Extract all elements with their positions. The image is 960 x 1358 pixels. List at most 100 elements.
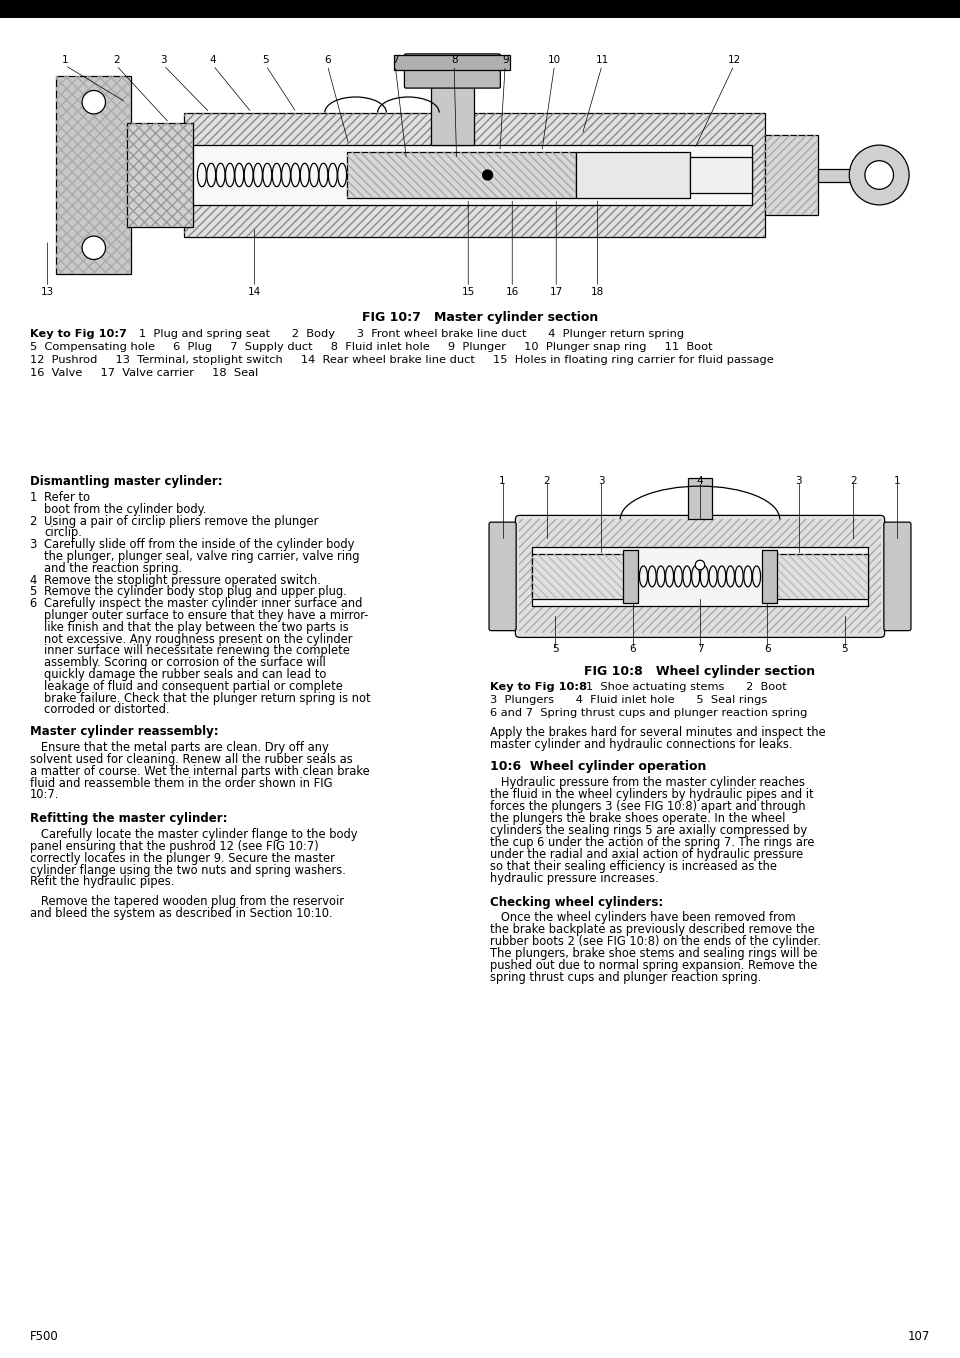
Bar	[532, 554, 629, 599]
Bar	[57, 76, 132, 274]
Circle shape	[695, 561, 705, 570]
Text: 7: 7	[392, 56, 398, 65]
Circle shape	[83, 91, 106, 114]
Text: FIG 10:7   Master cylinder section: FIG 10:7 Master cylinder section	[362, 311, 598, 325]
Bar	[127, 124, 193, 227]
Text: 1: 1	[894, 475, 900, 486]
FancyBboxPatch shape	[884, 521, 911, 630]
Bar	[765, 134, 818, 216]
Bar	[184, 113, 765, 238]
Bar	[57, 76, 132, 274]
Text: Refitting the master cylinder:: Refitting the master cylinder:	[30, 812, 228, 826]
Text: hydraulic pressure increases.: hydraulic pressure increases.	[490, 872, 659, 885]
Text: 2: 2	[30, 515, 44, 528]
Bar	[395, 56, 511, 69]
Text: pushed out due to normal spring expansion. Remove the: pushed out due to normal spring expansio…	[490, 959, 817, 972]
Bar	[688, 478, 711, 519]
Text: 6: 6	[324, 56, 331, 65]
Text: 5: 5	[842, 644, 849, 655]
Text: Carefully slide off from the inside of the cylinder body: Carefully slide off from the inside of t…	[44, 538, 354, 551]
Circle shape	[83, 236, 106, 259]
Text: Using a pair of circlip pliers remove the plunger: Using a pair of circlip pliers remove th…	[44, 515, 319, 528]
Circle shape	[850, 145, 909, 205]
Text: the cup 6 under the action of the spring 7. The rings are: the cup 6 under the action of the spring…	[490, 837, 814, 849]
Text: The plungers, brake shoe stems and sealing rings will be: The plungers, brake shoe stems and seali…	[490, 947, 818, 960]
Text: 3: 3	[160, 56, 167, 65]
Text: 1: 1	[30, 492, 44, 504]
Text: 1  Plug and spring seat      2  Body      3  Front wheel brake line duct      4 : 1 Plug and spring seat 2 Body 3 Front wh…	[128, 329, 684, 340]
Text: 6: 6	[630, 644, 636, 655]
Text: leakage of fluid and consequent partial or complete: leakage of fluid and consequent partial …	[44, 680, 343, 693]
Text: 12  Pushrod     13  Terminal, stoplight switch     14  Rear wheel brake line duc: 12 Pushrod 13 Terminal, stoplight switch…	[30, 354, 774, 365]
Text: Key to Fig 10:7: Key to Fig 10:7	[30, 329, 127, 340]
Text: 3: 3	[796, 475, 802, 486]
Text: Carefully inspect the master cylinder inner surface and: Carefully inspect the master cylinder in…	[44, 598, 362, 610]
Text: so that their sealing efficiency is increased as the: so that their sealing efficiency is incr…	[490, 860, 777, 873]
Text: fluid and reassemble them in the order shown in FIG: fluid and reassemble them in the order s…	[30, 777, 332, 789]
Text: 2: 2	[113, 56, 120, 65]
Text: and bleed the system as described in Section 10:10.: and bleed the system as described in Sec…	[30, 907, 332, 919]
Text: Refer to: Refer to	[44, 492, 94, 504]
Text: 6: 6	[30, 598, 44, 610]
Text: solvent used for cleaning. Renew all the rubber seals as: solvent used for cleaning. Renew all the…	[30, 752, 352, 766]
Text: 12: 12	[728, 56, 740, 65]
Text: Apply the brakes hard for several minutes and inspect the: Apply the brakes hard for several minute…	[490, 727, 826, 739]
Text: 3  Plungers      4  Fluid inlet hole      5  Seal rings: 3 Plungers 4 Fluid inlet hole 5 Seal rin…	[490, 695, 767, 705]
Circle shape	[865, 160, 894, 189]
Text: 8: 8	[451, 56, 458, 65]
Text: 7: 7	[697, 644, 704, 655]
Text: the fluid in the wheel cylinders by hydraulic pipes and it: the fluid in the wheel cylinders by hydr…	[490, 788, 814, 801]
Text: Refit the hydraulic pipes.: Refit the hydraulic pipes.	[30, 876, 175, 888]
Text: the plungers the brake shoes operate. In the wheel: the plungers the brake shoes operate. In…	[490, 812, 785, 826]
Text: 10:6  Wheel cylinder operation: 10:6 Wheel cylinder operation	[490, 760, 707, 773]
Bar	[431, 56, 473, 145]
Text: a matter of course. Wet the internal parts with clean brake: a matter of course. Wet the internal par…	[30, 765, 370, 778]
Text: 17: 17	[550, 287, 563, 297]
Bar	[0, 0, 960, 18]
FancyBboxPatch shape	[489, 521, 516, 630]
Text: 18: 18	[591, 287, 604, 297]
Text: 4: 4	[209, 56, 216, 65]
Text: 16  Valve     17  Valve carrier     18  Seal: 16 Valve 17 Valve carrier 18 Seal	[30, 368, 258, 378]
FancyBboxPatch shape	[404, 54, 500, 88]
Text: 9: 9	[502, 56, 509, 65]
Text: Carefully locate the master cylinder flange to the body: Carefully locate the master cylinder fla…	[30, 828, 357, 841]
Text: 1: 1	[61, 56, 68, 65]
Text: F500: F500	[30, 1329, 59, 1343]
Bar	[193, 145, 752, 205]
Text: 107: 107	[907, 1329, 930, 1343]
Text: assembly. Scoring or corrosion of the surface will: assembly. Scoring or corrosion of the su…	[44, 656, 325, 669]
Bar	[576, 152, 690, 198]
Text: panel ensuring that the pushrod 12 (see FIG 10:7): panel ensuring that the pushrod 12 (see …	[30, 841, 319, 853]
Text: 4: 4	[697, 475, 704, 486]
Bar	[532, 547, 868, 606]
Text: cylinders the sealing rings 5 are axially compressed by: cylinders the sealing rings 5 are axiall…	[490, 824, 807, 837]
Text: 14: 14	[248, 287, 261, 297]
Text: like finish and that the play between the two parts is: like finish and that the play between th…	[44, 621, 348, 634]
Text: correctly locates in the plunger 9. Secure the master: correctly locates in the plunger 9. Secu…	[30, 851, 335, 865]
Text: 5: 5	[552, 644, 559, 655]
Text: Checking wheel cylinders:: Checking wheel cylinders:	[490, 896, 663, 909]
Text: Hydraulic pressure from the master cylinder reaches: Hydraulic pressure from the master cylin…	[490, 775, 805, 789]
Text: 1: 1	[499, 475, 506, 486]
Text: circlip.: circlip.	[44, 527, 82, 539]
Bar	[347, 152, 576, 198]
Text: 4: 4	[30, 573, 44, 587]
Bar	[772, 554, 868, 599]
Text: 6: 6	[764, 644, 771, 655]
Text: Remove the stoplight pressure operated switch.: Remove the stoplight pressure operated s…	[44, 573, 321, 587]
Text: and the reaction spring.: and the reaction spring.	[44, 562, 182, 574]
Text: Master cylinder reassembly:: Master cylinder reassembly:	[30, 725, 219, 739]
Text: plunger outer surface to ensure that they have a mirror-: plunger outer surface to ensure that the…	[44, 608, 369, 622]
Text: rubber boots 2 (see FIG 10:8) on the ends of the cylinder.: rubber boots 2 (see FIG 10:8) on the end…	[490, 936, 821, 948]
Bar	[623, 550, 638, 603]
Text: master cylinder and hydraulic connections for leaks.: master cylinder and hydraulic connection…	[490, 737, 793, 751]
Text: not excessive. Any roughness present on the cylinder: not excessive. Any roughness present on …	[44, 633, 352, 645]
Circle shape	[483, 170, 492, 181]
Text: Remove the tapered wooden plug from the reservoir: Remove the tapered wooden plug from the …	[30, 895, 344, 909]
Bar	[765, 134, 818, 216]
Text: 10: 10	[548, 56, 561, 65]
Text: 11: 11	[595, 56, 609, 65]
Text: Ensure that the metal parts are clean. Dry off any: Ensure that the metal parts are clean. D…	[30, 741, 328, 754]
Text: FIG 10:8   Wheel cylinder section: FIG 10:8 Wheel cylinder section	[585, 665, 816, 678]
